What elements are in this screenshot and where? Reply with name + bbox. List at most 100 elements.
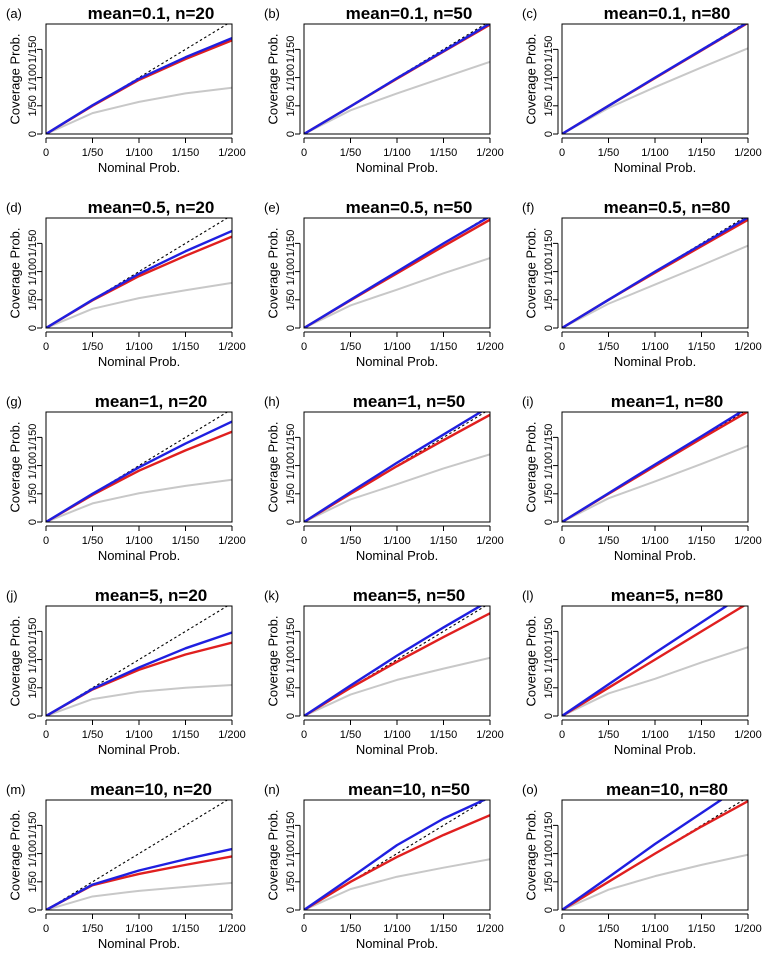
chart-svg: (l) mean=5, n=800 1/50 1/100 1/150 1/20001/50… bbox=[522, 586, 762, 757]
chart-svg: (e) mean=0.5, n=500 1/50 1/100 1/150 1/20001/… bbox=[264, 198, 504, 369]
series-line-gray bbox=[562, 47, 748, 134]
x-tick-label: 0 bbox=[301, 535, 307, 547]
chart-panel: (d) mean=0.5, n=20 0 1/50 1/100 1/150 1/200 0 1/… bbox=[4, 196, 262, 390]
y-tick-label: 0 bbox=[27, 325, 39, 331]
x-tick-label: 1/200 bbox=[218, 535, 246, 547]
plot-frame bbox=[45, 605, 233, 717]
chart-svg: (g) mean=1, n=200 1/50 1/100 1/150 1/20001/50… bbox=[6, 392, 246, 563]
chart-title: mean=10, n=20 bbox=[90, 780, 212, 799]
x-axis-label: Nominal Prob. bbox=[98, 936, 180, 951]
x-tick-label: 0 bbox=[301, 341, 307, 353]
y-axis-label: Coverage Prob. bbox=[7, 615, 22, 706]
x-tick-label: 1/50 bbox=[598, 729, 619, 741]
x-tick-label: 1/50 bbox=[340, 729, 361, 741]
y-tick-label: 1/50 bbox=[285, 95, 297, 116]
plot-frame bbox=[303, 605, 491, 717]
y-tick-label: 1/100 bbox=[27, 258, 39, 286]
x-tick-label: 1/200 bbox=[734, 729, 762, 741]
x-tick-label: 1/200 bbox=[734, 147, 762, 159]
y-tick-label: 1/50 bbox=[285, 289, 297, 310]
series-line-red bbox=[304, 612, 490, 716]
series-line-reference bbox=[46, 800, 229, 910]
y-axis-label: Coverage Prob. bbox=[265, 615, 280, 706]
y-axis-label: Coverage Prob. bbox=[7, 809, 22, 900]
chart-svg: (h) mean=1, n=500 1/50 1/100 1/150 1/20001/50… bbox=[264, 392, 504, 563]
x-tick-label: 1/200 bbox=[734, 535, 762, 547]
y-tick-label: 1/50 bbox=[285, 871, 297, 892]
series-line-red bbox=[46, 430, 232, 522]
y-tick-label: 0 bbox=[543, 713, 555, 719]
series-line-red bbox=[46, 235, 232, 328]
chart-panel: (c) mean=0.1, n=80 0 1/50 1/100 1/150 1/200 0 1/… bbox=[520, 2, 776, 196]
panel-label: (d) bbox=[6, 200, 22, 215]
y-tick-label: 1/100 bbox=[543, 258, 555, 286]
x-tick-label: 0 bbox=[559, 923, 565, 935]
chart-panel: (m) mean=10, n=20 0 1/50 1/100 1/150 1/200 0 1/5… bbox=[4, 778, 262, 972]
x-tick-label: 1/100 bbox=[641, 147, 669, 159]
y-tick-label: 1/150 bbox=[27, 36, 39, 64]
x-axis-label: Nominal Prob. bbox=[98, 160, 180, 175]
y-axis-label: Coverage Prob. bbox=[523, 809, 538, 900]
x-tick-label: 1/100 bbox=[125, 535, 153, 547]
x-tick-label: 1/100 bbox=[383, 923, 411, 935]
series-line-red bbox=[562, 800, 748, 910]
chart-panel: (k) mean=5, n=50 0 1/50 1/100 1/150 1/200 0 1/50… bbox=[262, 584, 520, 778]
x-tick-label: 1/200 bbox=[476, 729, 504, 741]
y-tick-label: 1/50 bbox=[27, 871, 39, 892]
y-tick-label: 1/150 bbox=[27, 812, 39, 840]
x-tick-label: 1/200 bbox=[734, 341, 762, 353]
x-tick-label: 1/150 bbox=[430, 341, 458, 353]
chart-svg: (a) mean=0.1, n=200 1/50 1/100 1/150 1/20001/… bbox=[6, 4, 246, 175]
y-tick-label: 1/50 bbox=[27, 95, 39, 116]
x-axis-label: Nominal Prob. bbox=[614, 936, 696, 951]
y-tick-label: 1/100 bbox=[543, 840, 555, 868]
series-line-gray bbox=[46, 478, 232, 522]
x-tick-label: 0 bbox=[43, 147, 49, 159]
x-tick-label: 1/150 bbox=[430, 729, 458, 741]
series-line-blue bbox=[562, 800, 724, 910]
y-tick-label: 1/50 bbox=[543, 871, 555, 892]
y-tick-label: 1/100 bbox=[27, 452, 39, 480]
chart-svg: (c) mean=0.1, n=800 1/50 1/100 1/150 1/20001/… bbox=[522, 4, 762, 175]
plot-frame bbox=[561, 605, 749, 717]
chart-title: mean=1, n=20 bbox=[95, 392, 207, 411]
y-axis-label: Coverage Prob. bbox=[523, 33, 538, 124]
plot-frame bbox=[45, 217, 233, 329]
series-line-red bbox=[304, 413, 490, 522]
x-tick-label: 1/50 bbox=[82, 535, 103, 547]
series-line-blue bbox=[46, 36, 232, 134]
panel-label: (k) bbox=[264, 588, 279, 603]
x-tick-label: 1/150 bbox=[430, 923, 458, 935]
y-tick-label: 1/150 bbox=[543, 424, 555, 452]
series-line-blue bbox=[304, 800, 487, 910]
panel-label: (l) bbox=[522, 588, 534, 603]
x-tick-label: 1/200 bbox=[476, 923, 504, 935]
x-axis-label: Nominal Prob. bbox=[356, 936, 438, 951]
x-tick-label: 1/100 bbox=[641, 535, 669, 547]
x-tick-label: 1/200 bbox=[476, 535, 504, 547]
series-line-blue bbox=[562, 218, 748, 328]
x-tick-label: 1/150 bbox=[688, 535, 716, 547]
x-tick-label: 1/50 bbox=[82, 923, 103, 935]
y-tick-label: 1/150 bbox=[27, 230, 39, 258]
chart-title: mean=5, n=80 bbox=[611, 586, 723, 605]
y-tick-label: 0 bbox=[285, 325, 297, 331]
y-tick-label: 1/150 bbox=[285, 36, 297, 64]
series-line-gray bbox=[562, 853, 748, 910]
x-tick-label: 1/100 bbox=[383, 341, 411, 353]
x-tick-label: 1/200 bbox=[218, 729, 246, 741]
x-tick-label: 1/150 bbox=[688, 923, 716, 935]
x-tick-label: 0 bbox=[559, 729, 565, 741]
y-tick-label: 0 bbox=[27, 713, 39, 719]
x-tick-label: 1/50 bbox=[598, 341, 619, 353]
y-tick-label: 1/50 bbox=[27, 677, 39, 698]
chart-panel: (a) mean=0.1, n=20 0 1/50 1/100 1/150 1/200 0 1/… bbox=[4, 2, 262, 196]
x-axis-label: Nominal Prob. bbox=[614, 160, 696, 175]
series-line-blue bbox=[304, 24, 490, 134]
y-axis-label: Coverage Prob. bbox=[523, 227, 538, 318]
chart-title: mean=0.5, n=20 bbox=[88, 198, 215, 217]
x-axis-label: Nominal Prob. bbox=[98, 742, 180, 757]
y-tick-label: 0 bbox=[543, 325, 555, 331]
y-tick-label: 0 bbox=[285, 907, 297, 913]
chart-svg: (o) mean=10, n=800 1/50 1/100 1/150 1/20001/5… bbox=[522, 780, 762, 951]
